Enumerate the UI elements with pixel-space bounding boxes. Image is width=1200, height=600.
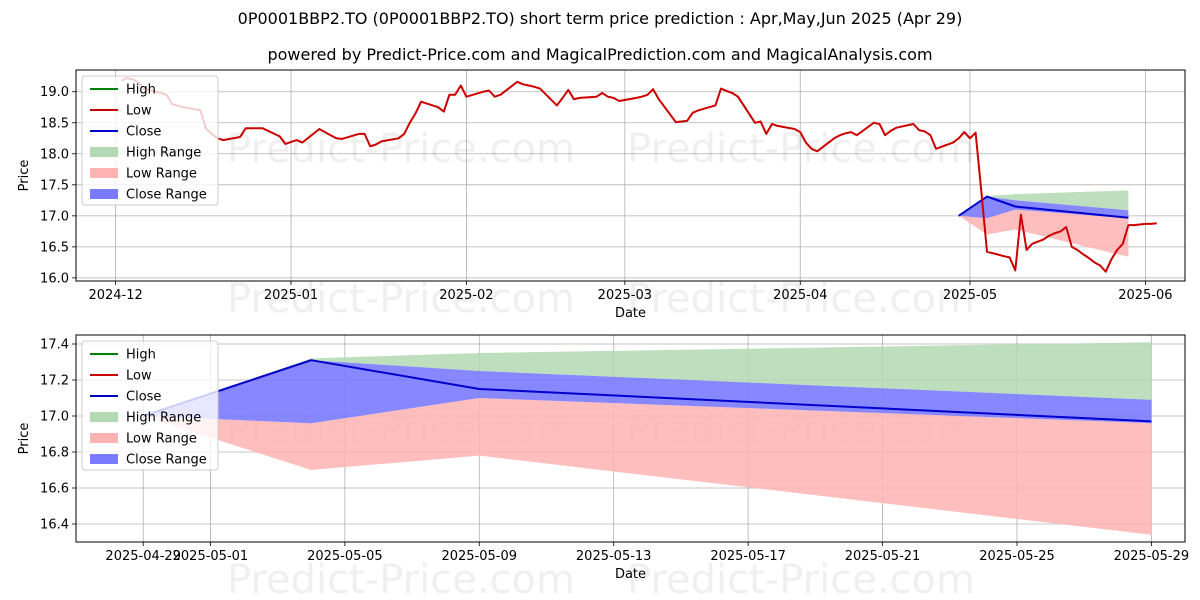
x-tick-label: 2024-12: [88, 288, 142, 303]
y-tick-label: 17.4: [40, 338, 69, 353]
x-tick-label: 2025-05-05: [307, 549, 383, 564]
x-tick-label: 2025-04: [773, 288, 827, 303]
legend-label: High Range: [126, 146, 201, 161]
y-tick-label: 18.5: [40, 116, 69, 131]
watermark: Predict-Price.com: [227, 126, 575, 172]
legend-swatch-close-range: [90, 189, 118, 199]
close-range-band: [143, 360, 1152, 424]
low-range-band: [958, 209, 1129, 257]
y-tick-label: 16.8: [40, 446, 69, 461]
x-tick-label: 2025-05-13: [576, 549, 652, 564]
legend-label: High Range: [126, 411, 201, 426]
y-tick-label: 16.4: [40, 518, 69, 533]
legend-swatch-low-range: [90, 433, 118, 443]
close-line: [958, 195, 1129, 219]
watermark: Predict-Price.com: [627, 276, 975, 322]
y-tick-label: 18.0: [40, 147, 69, 162]
y-axis-label: Price: [17, 160, 32, 192]
chart-title: 0P0001BBP2.TO (0P0001BBP2.TO) short term…: [237, 9, 963, 28]
y-tick-label: 16.0: [40, 271, 69, 286]
legend-swatch-close-range: [90, 454, 118, 464]
x-tick-label: 2025-05-29: [1114, 549, 1190, 564]
x-tick-label: 2025-02: [439, 288, 493, 303]
high-range-band: [958, 190, 1129, 216]
x-tick-label: 2025-05-09: [441, 549, 517, 564]
y-tick-label: 17.2: [40, 374, 69, 389]
plot-frame: [75, 69, 1186, 282]
high-range-band: [143, 342, 1152, 416]
y-axis-label: Price: [17, 423, 32, 455]
legend-swatch-high-range: [90, 147, 118, 157]
legend-label: Low: [126, 369, 152, 384]
legend-swatch-high-range: [90, 412, 118, 422]
chart-subtitle: powered by Predict-Price.com and Magical…: [267, 45, 933, 64]
legend-label: High: [126, 83, 156, 98]
legend-label: Low: [126, 104, 152, 119]
legend-swatch-low-range: [90, 168, 118, 178]
x-tick-label: 2025-05-25: [979, 549, 1055, 564]
close-line: [142, 359, 1152, 423]
legend-label: High: [126, 348, 156, 363]
legend-label: Close Range: [126, 188, 207, 203]
legend-label: Low Range: [126, 432, 197, 447]
x-tick-label: 2025-05-01: [173, 549, 249, 564]
y-tick-label: 19.0: [40, 85, 69, 100]
x-tick-label: 2025-03: [598, 288, 652, 303]
watermark: Predict-Price.com: [227, 276, 575, 322]
low-line: [120, 77, 1157, 273]
legend-label: Close Range: [126, 453, 207, 468]
x-tick-label: 2025-01: [264, 288, 318, 303]
y-tick-label: 16.6: [40, 482, 69, 497]
y-tick-label: 17.0: [40, 410, 69, 425]
watermark: Predict-Price.com: [627, 557, 975, 600]
legend-label: Close: [126, 125, 161, 140]
plot-frame: [75, 334, 1186, 543]
x-tick-label: 2025-05-21: [845, 549, 921, 564]
y-tick-label: 17.0: [40, 209, 69, 224]
x-tick-label: 2025-04-29: [105, 549, 181, 564]
x-tick-label: 2025-06: [1118, 288, 1172, 303]
legend-label: Low Range: [126, 167, 197, 182]
x-axis-label: Date: [615, 567, 646, 582]
y-tick-label: 16.5: [40, 240, 69, 255]
x-axis-label: Date: [615, 306, 646, 321]
legend-label: Close: [126, 390, 161, 405]
watermark: Predict-Price.com: [227, 557, 575, 600]
x-tick-label: 2025-05-17: [710, 549, 786, 564]
x-tick-label: 2025-05: [943, 288, 997, 303]
low-range-band: [143, 398, 1152, 535]
y-tick-label: 17.5: [40, 178, 69, 193]
